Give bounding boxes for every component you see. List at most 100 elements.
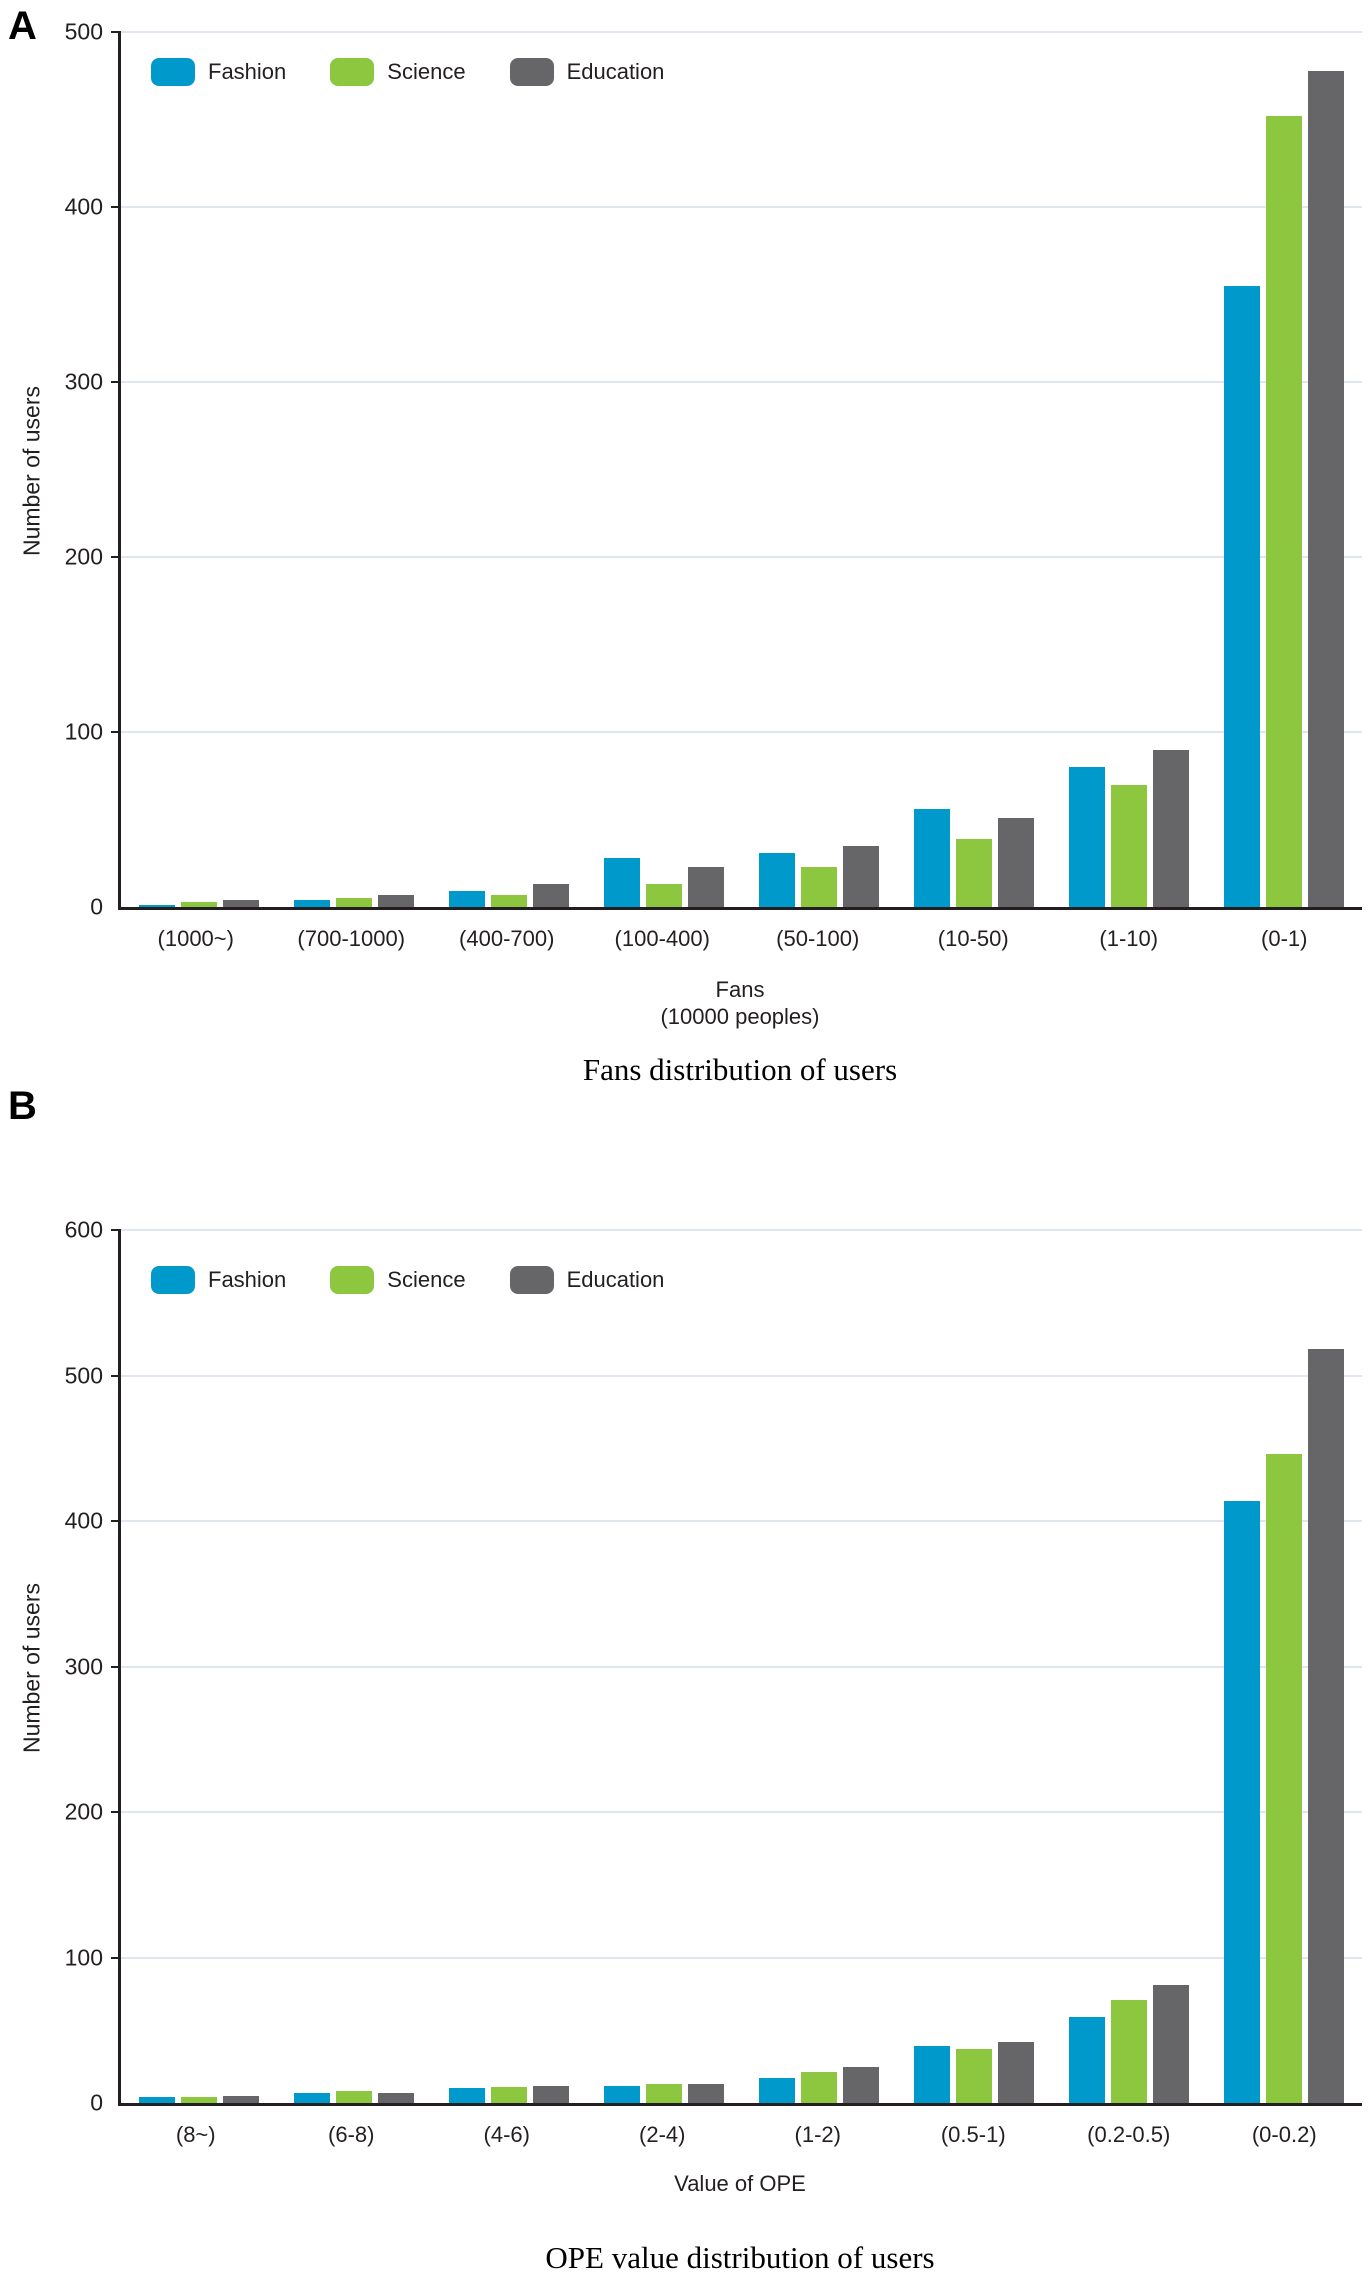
panel-a-bar-education-(0-1) <box>1308 70 1345 907</box>
panel-a-bar-science-(1-10) <box>1111 784 1148 907</box>
panel-a-bars <box>121 32 1362 907</box>
panel-a-bar-science-(1000~) <box>180 901 217 907</box>
panel-a-bar-science-(0-1) <box>1266 116 1303 907</box>
panel-a-bar-fashion-(1-10) <box>1069 767 1106 907</box>
panel-b-bar-group-(1-2) <box>742 1230 897 2103</box>
panel-a-gridline-200 <box>121 556 1362 558</box>
panel-a-y-tick-mark-100 <box>111 731 121 733</box>
panel-b-bar-group-(2-4) <box>586 1230 741 2103</box>
panel-a-y-tick-label-300: 300 <box>64 368 103 395</box>
panel-b-gridline-100 <box>121 1956 1362 1959</box>
panel-a-y-tick-label-400: 400 <box>64 193 103 220</box>
panel-b-legend-item-science: Science <box>330 1266 466 1294</box>
panel-b-bar-fashion-(0-0.2) <box>1224 1500 1261 2103</box>
panel-b-y-tick-mark-500 <box>111 1374 121 1377</box>
panel-a-bar-education-(50-100) <box>843 845 880 907</box>
panel-b-legend: Fashion Science Education <box>151 1266 664 1294</box>
panel-a-x-axis-title-line2: (10000 peoples) <box>660 1004 820 1029</box>
panel-b-legend-swatch-fashion <box>151 1266 195 1294</box>
panel-a-legend-label-science: Science <box>387 59 466 84</box>
panel-a-bar-fashion-(400-700) <box>448 891 485 907</box>
panel-b-bar-group-(8~) <box>121 1230 276 2103</box>
panel-b-bar-science-(0.2-0.5) <box>1111 1999 1148 2103</box>
panel-b-y-tick-mark-200 <box>111 1811 121 1814</box>
panel-b-bar-science-(6-8) <box>335 2091 372 2103</box>
panel-a-bar-group-(100-400) <box>586 32 741 907</box>
panel-a-bar-science-(100-400) <box>645 884 682 907</box>
panel-a-plot-area: Fashion Science Education 0 100 200 300 400 500 <box>65 20 1362 918</box>
panel-a-legend: Fashion Science Education <box>151 58 664 86</box>
panel-a-x-axis-title-line1: Fans <box>715 977 765 1002</box>
panel-b-bar-science-(0.5-1) <box>956 2049 993 2103</box>
panel-b-y-tick-label-100: 100 <box>64 1944 103 1971</box>
panel-a-x-tick-label-(700-1000): (700-1000) <box>297 926 406 951</box>
panel-a-legend-label-fashion: Fashion <box>208 59 287 84</box>
panel-a-x-tick-label-(10-50): (10-50) <box>937 926 1009 951</box>
panel-b-y-tick-mark-600 <box>111 1229 121 1231</box>
panel-b-x-tick-label-(0.2-0.5): (0.2-0.5) <box>1087 2122 1171 2147</box>
panel-a-legend-item-fashion: Fashion <box>151 58 286 86</box>
panel-a-x-tick-label-(0-1): (0-1) <box>1261 926 1308 951</box>
panel-a-x-tick-label-(100-400): (100-400) <box>614 926 710 951</box>
panel-b-x-tick-label-(0.5-1): (0.5-1) <box>940 2122 1006 2147</box>
panel-a-gridline-400 <box>121 206 1362 208</box>
panel-b-x-axis-title-line1: Value of OPE <box>674 2171 806 2196</box>
panel-a-caption: Fans distribution of users <box>582 1052 898 1087</box>
panel-b-bar-science-(2-4) <box>645 2084 682 2103</box>
panel-a-bar-science-(400-700) <box>490 894 527 907</box>
panel-a-bar-education-(1-10) <box>1153 749 1190 907</box>
panel-b-legend-item-fashion: Fashion <box>151 1266 286 1294</box>
panel-a-legend-swatch-fashion <box>151 58 195 86</box>
panel-a-bar-education-(400-700) <box>532 884 569 907</box>
panel-b-bars <box>121 1230 1362 2103</box>
panel-a-bar-science-(700-1000) <box>335 898 372 907</box>
panel-a-bar-fashion-(0-1) <box>1224 285 1261 907</box>
panel-a-bar-fashion-(700-1000) <box>293 900 330 907</box>
panel-b-bar-group-(0.2-0.5) <box>1052 1230 1207 2103</box>
panel-b-gridline-600 <box>121 1229 1362 1231</box>
panel-a-y-tick-mark-500 <box>111 31 121 33</box>
panel-b-x-tick-label-(8~): (8~) <box>175 2122 216 2147</box>
panel-a-x-tick-label-(50-100): (50-100) <box>776 926 860 951</box>
panel-b-bar-group-(0.5-1) <box>897 1230 1052 2103</box>
panel-b-caption: OPE value distribution of users <box>545 2240 935 2275</box>
panel-b-bar-fashion-(6-8) <box>293 2092 330 2103</box>
panel-b-x-tick-label-(6-8): (6-8) <box>328 2122 375 2147</box>
panel-a-bar-group-(50-100) <box>742 32 897 907</box>
panel-a-legend-swatch-science <box>330 58 375 86</box>
panel-b-x-tick-label-(1-2): (1-2) <box>794 2122 841 2147</box>
panel-b-y-tick-mark-400 <box>111 1520 121 1523</box>
panel-b-bar-science-(0-0.2) <box>1266 1454 1303 2103</box>
panel-b-bar-group-(0-0.2) <box>1207 1230 1362 2103</box>
panel-b-bar-education-(0.2-0.5) <box>1153 1985 1190 2103</box>
panel-b-legend-label-education: Education <box>566 1267 665 1292</box>
panel-a-x-tick-label-(400-700): (400-700) <box>459 926 555 951</box>
panel-b-letter: B <box>8 1084 37 1128</box>
panel-b-x-axis-title: Value of OPE <box>118 2170 1362 2197</box>
panel-a-gridline-100 <box>121 731 1362 733</box>
panel-a-y-tick-label-500: 500 <box>64 18 103 45</box>
panel-a-letter: A <box>8 4 37 48</box>
panel-b-y-tick-label-400: 400 <box>64 1507 103 1534</box>
panel-a-bar-group-(1000~) <box>121 32 276 907</box>
panel-b-legend-item-education: Education <box>509 1266 665 1294</box>
panel-b-legend-swatch-science <box>330 1266 375 1294</box>
panel-a-legend-label-education: Education <box>566 59 665 84</box>
panel-b-y-tick-label-300: 300 <box>64 1653 103 1679</box>
panel-b-bar-education-(6-8) <box>377 2092 414 2103</box>
panel-b-bar-fashion-(0.2-0.5) <box>1069 2017 1106 2103</box>
panel-a-y-tick-label-200: 200 <box>64 543 103 570</box>
panel-a-y-tick-mark-300 <box>111 381 121 383</box>
panel-b-gridline-500 <box>121 1374 1362 1377</box>
panel-a-bar-education-(1000~) <box>222 900 259 907</box>
panel-b-x-tick-label-(2-4): (2-4) <box>639 2122 686 2147</box>
panel-b-y-tick-mark-300 <box>111 1665 121 1668</box>
panel-b-x-tick-label-(4-6): (4-6) <box>483 2122 530 2147</box>
panel-a-legend-item-science: Science <box>330 58 466 86</box>
panel-b-y-tick-label-200: 200 <box>64 1798 103 1825</box>
panel-a-bar-education-(100-400) <box>687 866 724 907</box>
panel-a-x-tick-label-(1000~): (1000~) <box>157 926 234 951</box>
panel-a-y-tick-mark-200 <box>111 556 121 558</box>
panel-b-legend-label-fashion: Fashion <box>208 1267 287 1292</box>
panel-a-y-axis-title: Number of users <box>18 385 45 557</box>
